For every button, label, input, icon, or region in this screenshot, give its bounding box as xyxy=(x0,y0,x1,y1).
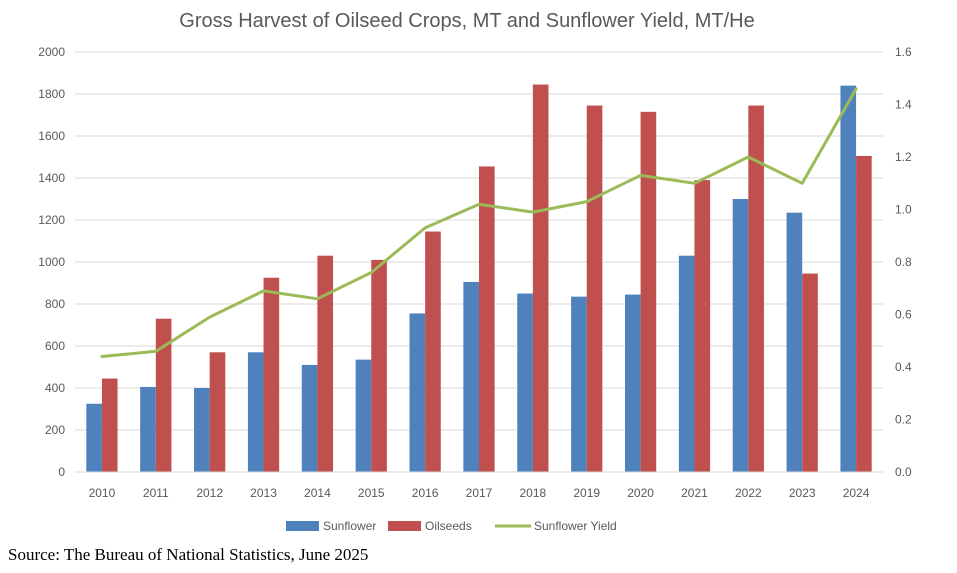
bar-oilseeds xyxy=(532,84,549,473)
bar-oilseeds xyxy=(425,231,441,472)
y-right-tick-label: 1.2 xyxy=(895,150,912,164)
y-left-tick-label: 1200 xyxy=(38,213,65,227)
y-right-tick-label: 1.6 xyxy=(895,45,912,59)
bar-oilseeds xyxy=(155,318,172,472)
bar-sunflower xyxy=(624,294,641,472)
legend-swatch-oilseeds xyxy=(388,521,421,531)
bar-oilseeds xyxy=(640,111,657,472)
bar-sunflower xyxy=(140,386,156,472)
y-right-tick-label: 0.0 xyxy=(895,465,912,479)
y-right-tick-label: 0.8 xyxy=(895,255,912,269)
legend-label-sunflower: Sunflower xyxy=(323,519,376,533)
y-right-tick-label: 1.4 xyxy=(895,98,912,112)
bar-sunflower xyxy=(86,403,102,472)
x-tick-label: 2015 xyxy=(358,486,385,500)
bar-sunflower xyxy=(786,212,803,472)
bar-oilseeds xyxy=(101,378,118,472)
bar-oilseeds xyxy=(694,180,711,472)
x-tick-label: 2023 xyxy=(789,486,816,500)
bar-sunflower xyxy=(247,352,264,472)
y-right-tick-label: 1.0 xyxy=(895,203,912,217)
bar-sunflower xyxy=(678,255,695,472)
axes-group: 0 200 400 600 800 1000 1200 1400 1600 1800 2000 0.0… xyxy=(38,45,912,500)
x-tick-label: 2013 xyxy=(250,486,277,500)
legend-swatch-sunflower xyxy=(286,521,319,531)
bar-oilseeds xyxy=(371,259,387,472)
y-right-tick-label: 0.6 xyxy=(895,308,912,322)
y-left-tick-label: 200 xyxy=(45,423,65,437)
yield-line-group xyxy=(100,87,858,358)
y-left-tick-label: 0 xyxy=(58,465,65,479)
legend: Sunflower Oilseeds Sunflower Yield xyxy=(286,519,617,533)
x-tick-label: 2011 xyxy=(143,486,169,500)
y-left-tick-label: 800 xyxy=(45,297,65,311)
x-tick-label: 2012 xyxy=(196,486,223,500)
y-left-tick-label: 600 xyxy=(45,339,65,353)
bar-oilseeds xyxy=(586,105,603,473)
bar-oilseeds xyxy=(802,273,818,472)
bar-sunflower xyxy=(409,313,426,472)
x-tick-label: 2010 xyxy=(89,486,116,500)
bar-sunflower xyxy=(732,199,749,472)
x-tick-label: 2018 xyxy=(520,486,547,500)
bar-oilseeds xyxy=(479,166,495,472)
x-tick-label: 2024 xyxy=(843,486,870,500)
bar-sunflower xyxy=(463,281,479,472)
bar-sunflower xyxy=(517,293,533,472)
bar-oilseeds xyxy=(209,352,226,472)
legend-label-oilseeds: Oilseeds xyxy=(425,519,472,533)
x-tick-label: 2022 xyxy=(735,486,762,500)
x-tick-label: 2019 xyxy=(573,486,600,500)
y-left-tick-label: 1600 xyxy=(38,129,65,143)
x-tick-label: 2017 xyxy=(466,486,493,500)
x-tick-label: 2014 xyxy=(304,486,331,500)
x-tick-label: 2020 xyxy=(627,486,654,500)
y-left-tick-label: 1400 xyxy=(38,171,65,185)
y-left-tick-label: 1000 xyxy=(38,255,65,269)
x-tick-label: 2021 xyxy=(681,486,708,500)
chart-title: Gross Harvest of Oilseed Crops, MT and S… xyxy=(179,10,754,32)
bar-sunflower xyxy=(355,359,372,472)
bar-oilseeds xyxy=(748,105,764,473)
x-tick-label: 2016 xyxy=(412,486,439,500)
y-right-tick-label: 0.4 xyxy=(895,360,912,374)
bar-oilseeds xyxy=(856,155,872,472)
y-left-tick-label: 2000 xyxy=(38,45,65,59)
bar-oilseeds xyxy=(317,255,334,472)
bar-sunflower xyxy=(194,388,210,472)
source-note: Source: The Bureau of National Statistic… xyxy=(8,545,369,564)
bars-group xyxy=(86,84,872,473)
legend-label-sunflower-yield: Sunflower Yield xyxy=(534,519,617,533)
y-left-tick-label: 1800 xyxy=(38,87,65,101)
bar-sunflower xyxy=(840,85,857,472)
bar-oilseeds xyxy=(263,277,280,472)
y-right-tick-label: 0.2 xyxy=(895,413,912,427)
bar-sunflower xyxy=(301,364,318,472)
bar-sunflower xyxy=(571,296,587,472)
y-left-tick-label: 400 xyxy=(45,381,65,395)
